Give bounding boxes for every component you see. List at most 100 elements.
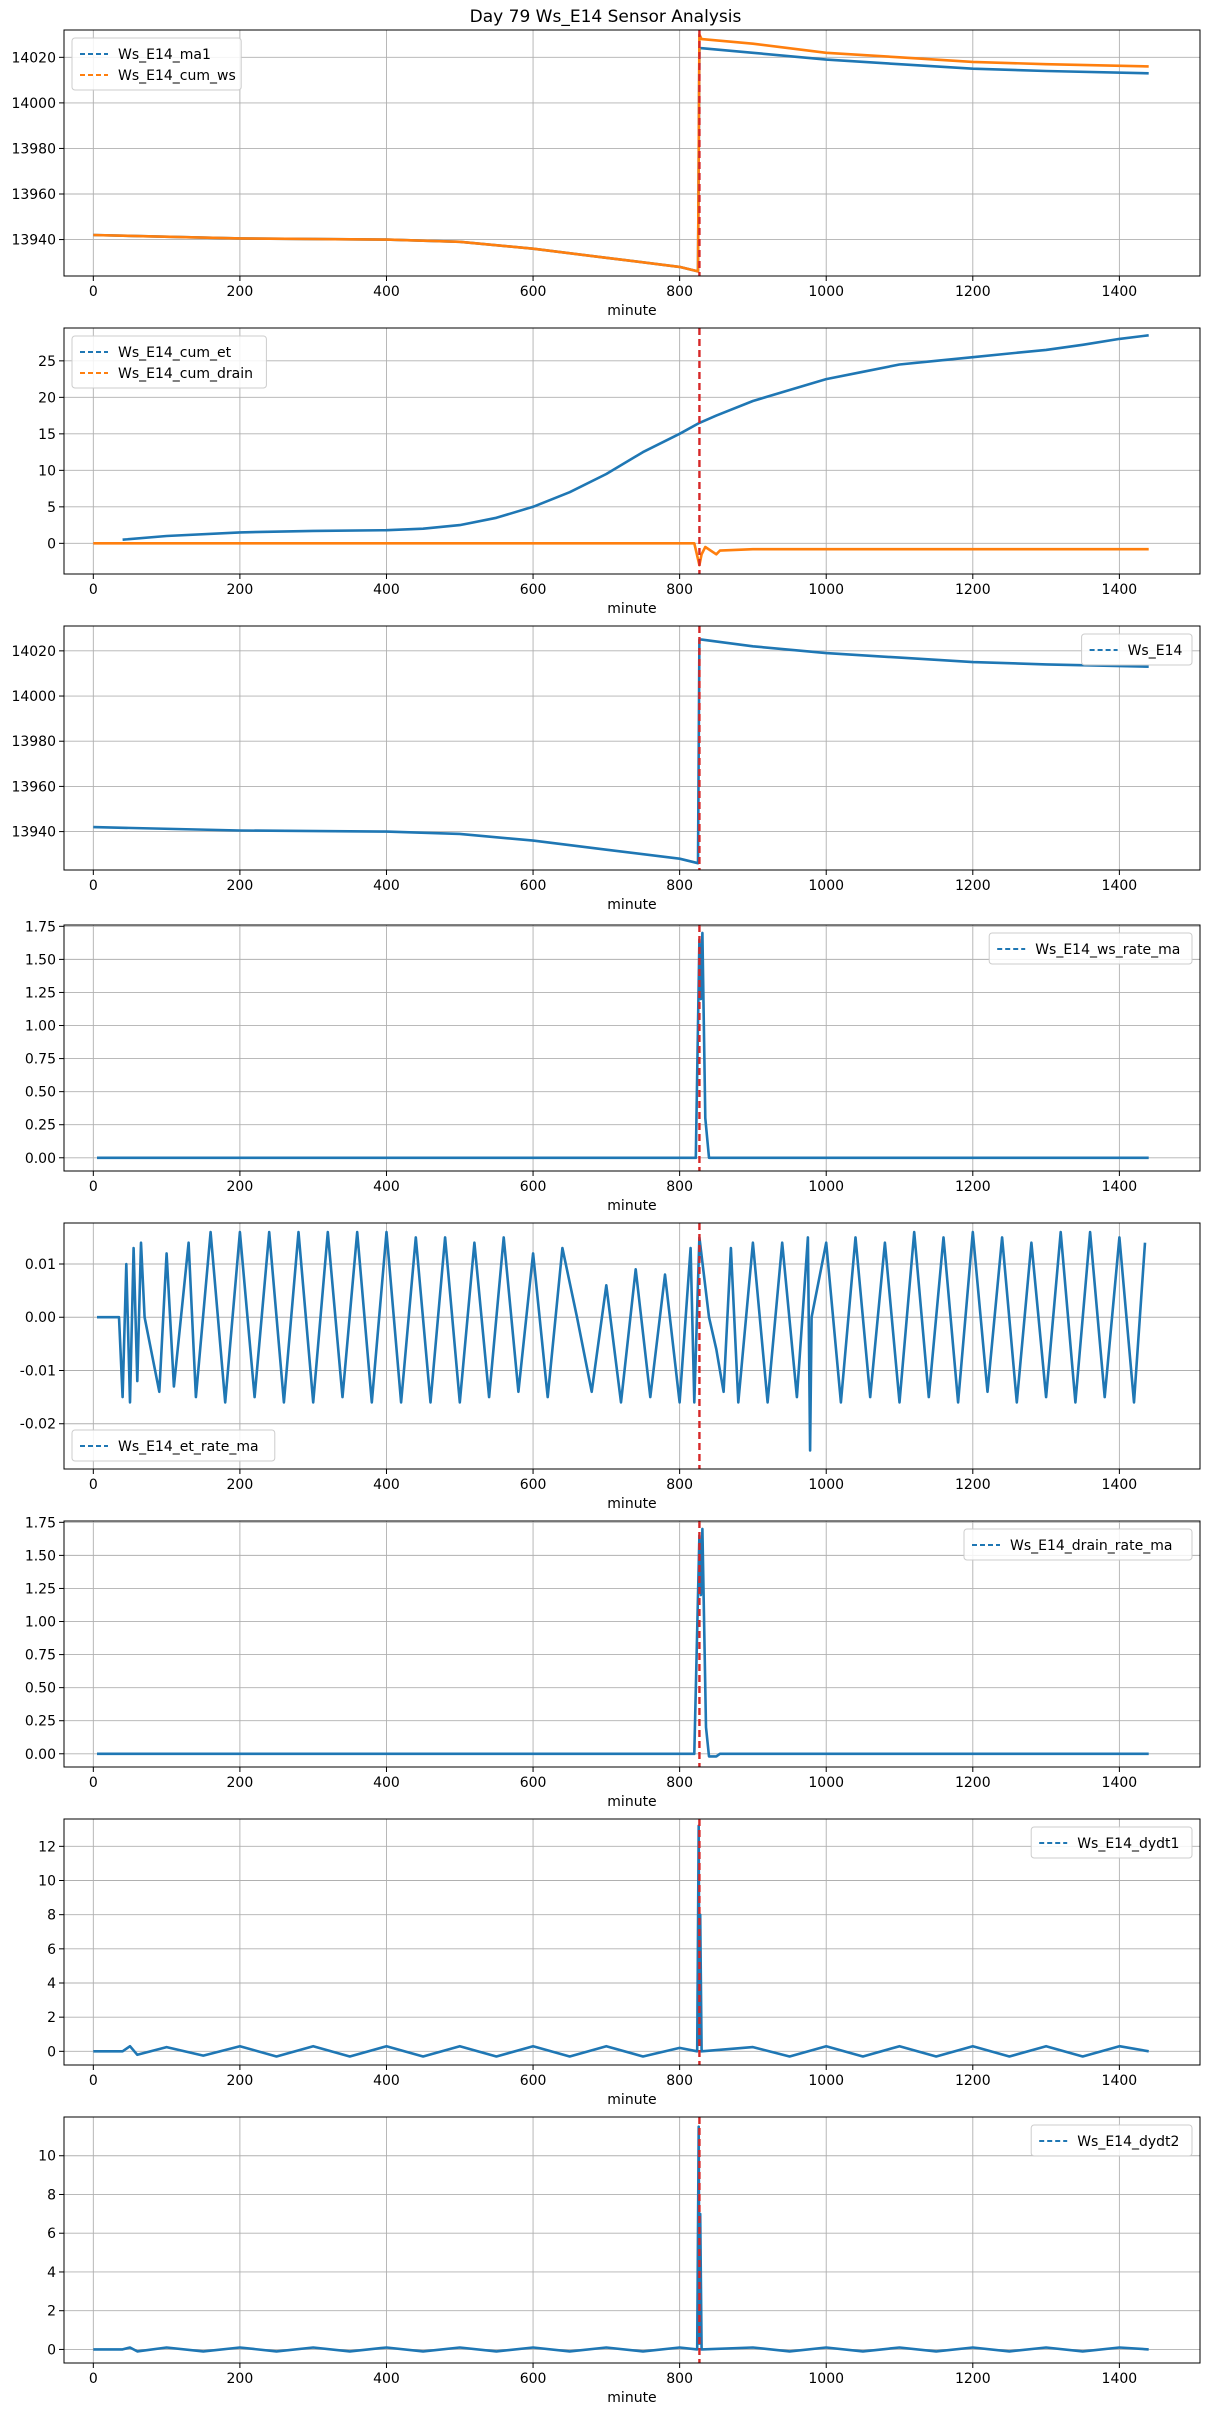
- y-tick-label: 0.25: [25, 1118, 56, 1134]
- x-tick-label: 800: [666, 2371, 693, 2387]
- x-tick-label: 1000: [808, 284, 844, 300]
- x-tick-label: 600: [520, 284, 547, 300]
- chart-panel-1: 0 200 400 600 800 1000 1200 1400 13940 13960 13980…: [11, 29, 1201, 319]
- y-tick-label: 0.75: [25, 1648, 56, 1664]
- x-tick-label: 1200: [955, 1775, 991, 1791]
- x-tick-label: 400: [373, 1477, 400, 1493]
- series-line-1: [97, 1230, 1147, 1452]
- y-tick-label: 10: [38, 463, 56, 479]
- plot-frame: [63, 1520, 1201, 1768]
- y-tick-label: 13940: [11, 233, 56, 249]
- y-tick-label: 1.75: [25, 1515, 56, 1531]
- series-line-1: [97, 1527, 1149, 1758]
- x-tick-label: 200: [227, 1477, 254, 1493]
- x-tick-label: 1000: [808, 2371, 844, 2387]
- y-tick-label: 2: [47, 2010, 56, 2026]
- x-tick-label: 800: [666, 878, 693, 894]
- x-tick-label: 1200: [955, 1179, 991, 1195]
- series-line-1: [93, 1824, 1149, 2058]
- y-tick-label: 5: [47, 500, 56, 516]
- x-tick-label: 400: [373, 1179, 400, 1195]
- y-tick-label: 15: [38, 427, 56, 443]
- legend: Ws_E14_cum_et Ws_E14_cum_drain: [71, 335, 267, 389]
- x-tick-label: 1400: [1102, 582, 1138, 598]
- x-tick-label: 1000: [808, 582, 844, 598]
- x-tick-label: 0: [89, 2073, 98, 2089]
- x-axis-label: minute: [607, 897, 656, 913]
- legend-entry: Ws_E14_ws_rate_ma: [1035, 942, 1180, 958]
- y-tick-label: 14000: [11, 689, 56, 705]
- x-tick-label: 1000: [808, 1775, 844, 1791]
- legend-entry: Ws_E14_dydt2: [1077, 2134, 1179, 2150]
- x-axis-label: minute: [607, 2092, 656, 2108]
- y-tick-label: 4: [47, 2265, 56, 2281]
- x-tick-label: 1400: [1102, 1775, 1138, 1791]
- x-tick-label: 200: [227, 284, 254, 300]
- y-tick-label: 13980: [11, 141, 56, 157]
- x-tick-label: 200: [227, 582, 254, 598]
- y-tick-label: 0.25: [25, 1714, 56, 1730]
- x-tick-label: 600: [520, 582, 547, 598]
- legend-entry: Ws_E14_cum_ws: [118, 68, 236, 84]
- y-tick-label: 12: [38, 1839, 56, 1855]
- plot-frame: [63, 1818, 1201, 2066]
- y-tick-label: 0.00: [25, 1747, 56, 1763]
- legend-entry: Ws_E14_cum_et: [118, 345, 232, 361]
- chart-panel-8: 0 200 400 600 800 1000 1200 1400 0 2 4 6 8 10 minute Ws…: [38, 2116, 1201, 2406]
- y-tick-label: 6: [47, 1942, 56, 1958]
- x-tick-label: 400: [373, 2073, 400, 2089]
- y-tick-label: 1.75: [25, 919, 56, 935]
- y-tick-label: 1.25: [25, 1581, 56, 1597]
- y-tick-label: -0.01: [20, 1363, 56, 1379]
- chart-panel-5: 0 200 400 600 800 1000 1200 1400 -0.02 -0.01 0.00 0…: [20, 1222, 1201, 1512]
- y-tick-label: 6: [47, 2226, 56, 2242]
- x-tick-label: 400: [373, 284, 400, 300]
- x-tick-label: 1400: [1102, 1179, 1138, 1195]
- y-tick-label: 13940: [11, 825, 56, 841]
- x-tick-label: 0: [89, 2371, 98, 2387]
- x-tick-label: 600: [520, 2371, 547, 2387]
- chart-panel-6: 0 200 400 600 800 1000 1200 1400 0.00 0.25 0.50 0.7…: [25, 1515, 1201, 1810]
- x-tick-label: 0: [89, 1477, 98, 1493]
- legend-entry: Ws_E14_ma1: [118, 47, 211, 63]
- x-axis-label: minute: [607, 1198, 656, 1214]
- legend: Ws_E14_dydt1: [1030, 1826, 1193, 1859]
- x-tick-label: 800: [666, 284, 693, 300]
- x-tick-label: 1200: [955, 2073, 991, 2089]
- y-tick-label: -0.02: [20, 1417, 56, 1433]
- plot-frame: [63, 29, 1201, 277]
- chart-panel-7: 0 200 400 600 800 1000 1200 1400 0 2 4 6 8 10 12 minute…: [38, 1818, 1201, 2108]
- x-tick-label: 1000: [808, 1179, 844, 1195]
- x-tick-label: 200: [227, 1775, 254, 1791]
- x-tick-label: 600: [520, 1179, 547, 1195]
- x-tick-label: 1200: [955, 1477, 991, 1493]
- series-line-1: [97, 931, 1149, 1160]
- x-tick-label: 1000: [808, 878, 844, 894]
- x-tick-label: 800: [666, 1775, 693, 1791]
- x-tick-label: 800: [666, 1179, 693, 1195]
- x-tick-label: 200: [227, 2073, 254, 2089]
- x-tick-label: 400: [373, 878, 400, 894]
- y-tick-label: 1.00: [25, 1615, 56, 1631]
- series-line-1: [93, 638, 1149, 865]
- legend: Ws_E14: [1081, 633, 1193, 666]
- plot-frame: [63, 924, 1201, 1172]
- y-tick-label: 13980: [11, 734, 56, 750]
- y-tick-label: 0: [47, 536, 56, 552]
- y-tick-label: 1.50: [25, 952, 56, 968]
- x-tick-label: 0: [89, 284, 98, 300]
- x-tick-label: 0: [89, 878, 98, 894]
- x-axis-label: minute: [607, 303, 656, 319]
- y-tick-label: 4: [47, 1976, 56, 1992]
- x-tick-label: 200: [227, 878, 254, 894]
- legend: Ws_E14_drain_rate_ma: [963, 1528, 1193, 1561]
- y-tick-label: 25: [38, 354, 56, 370]
- y-tick-label: 1.25: [25, 985, 56, 1001]
- x-tick-label: 0: [89, 582, 98, 598]
- x-tick-label: 1200: [955, 878, 991, 894]
- y-tick-label: 0: [47, 2342, 56, 2358]
- y-tick-label: 0.01: [25, 1257, 56, 1273]
- legend-entry: Ws_E14_drain_rate_ma: [1010, 1538, 1172, 1554]
- y-tick-label: 8: [47, 2187, 56, 2203]
